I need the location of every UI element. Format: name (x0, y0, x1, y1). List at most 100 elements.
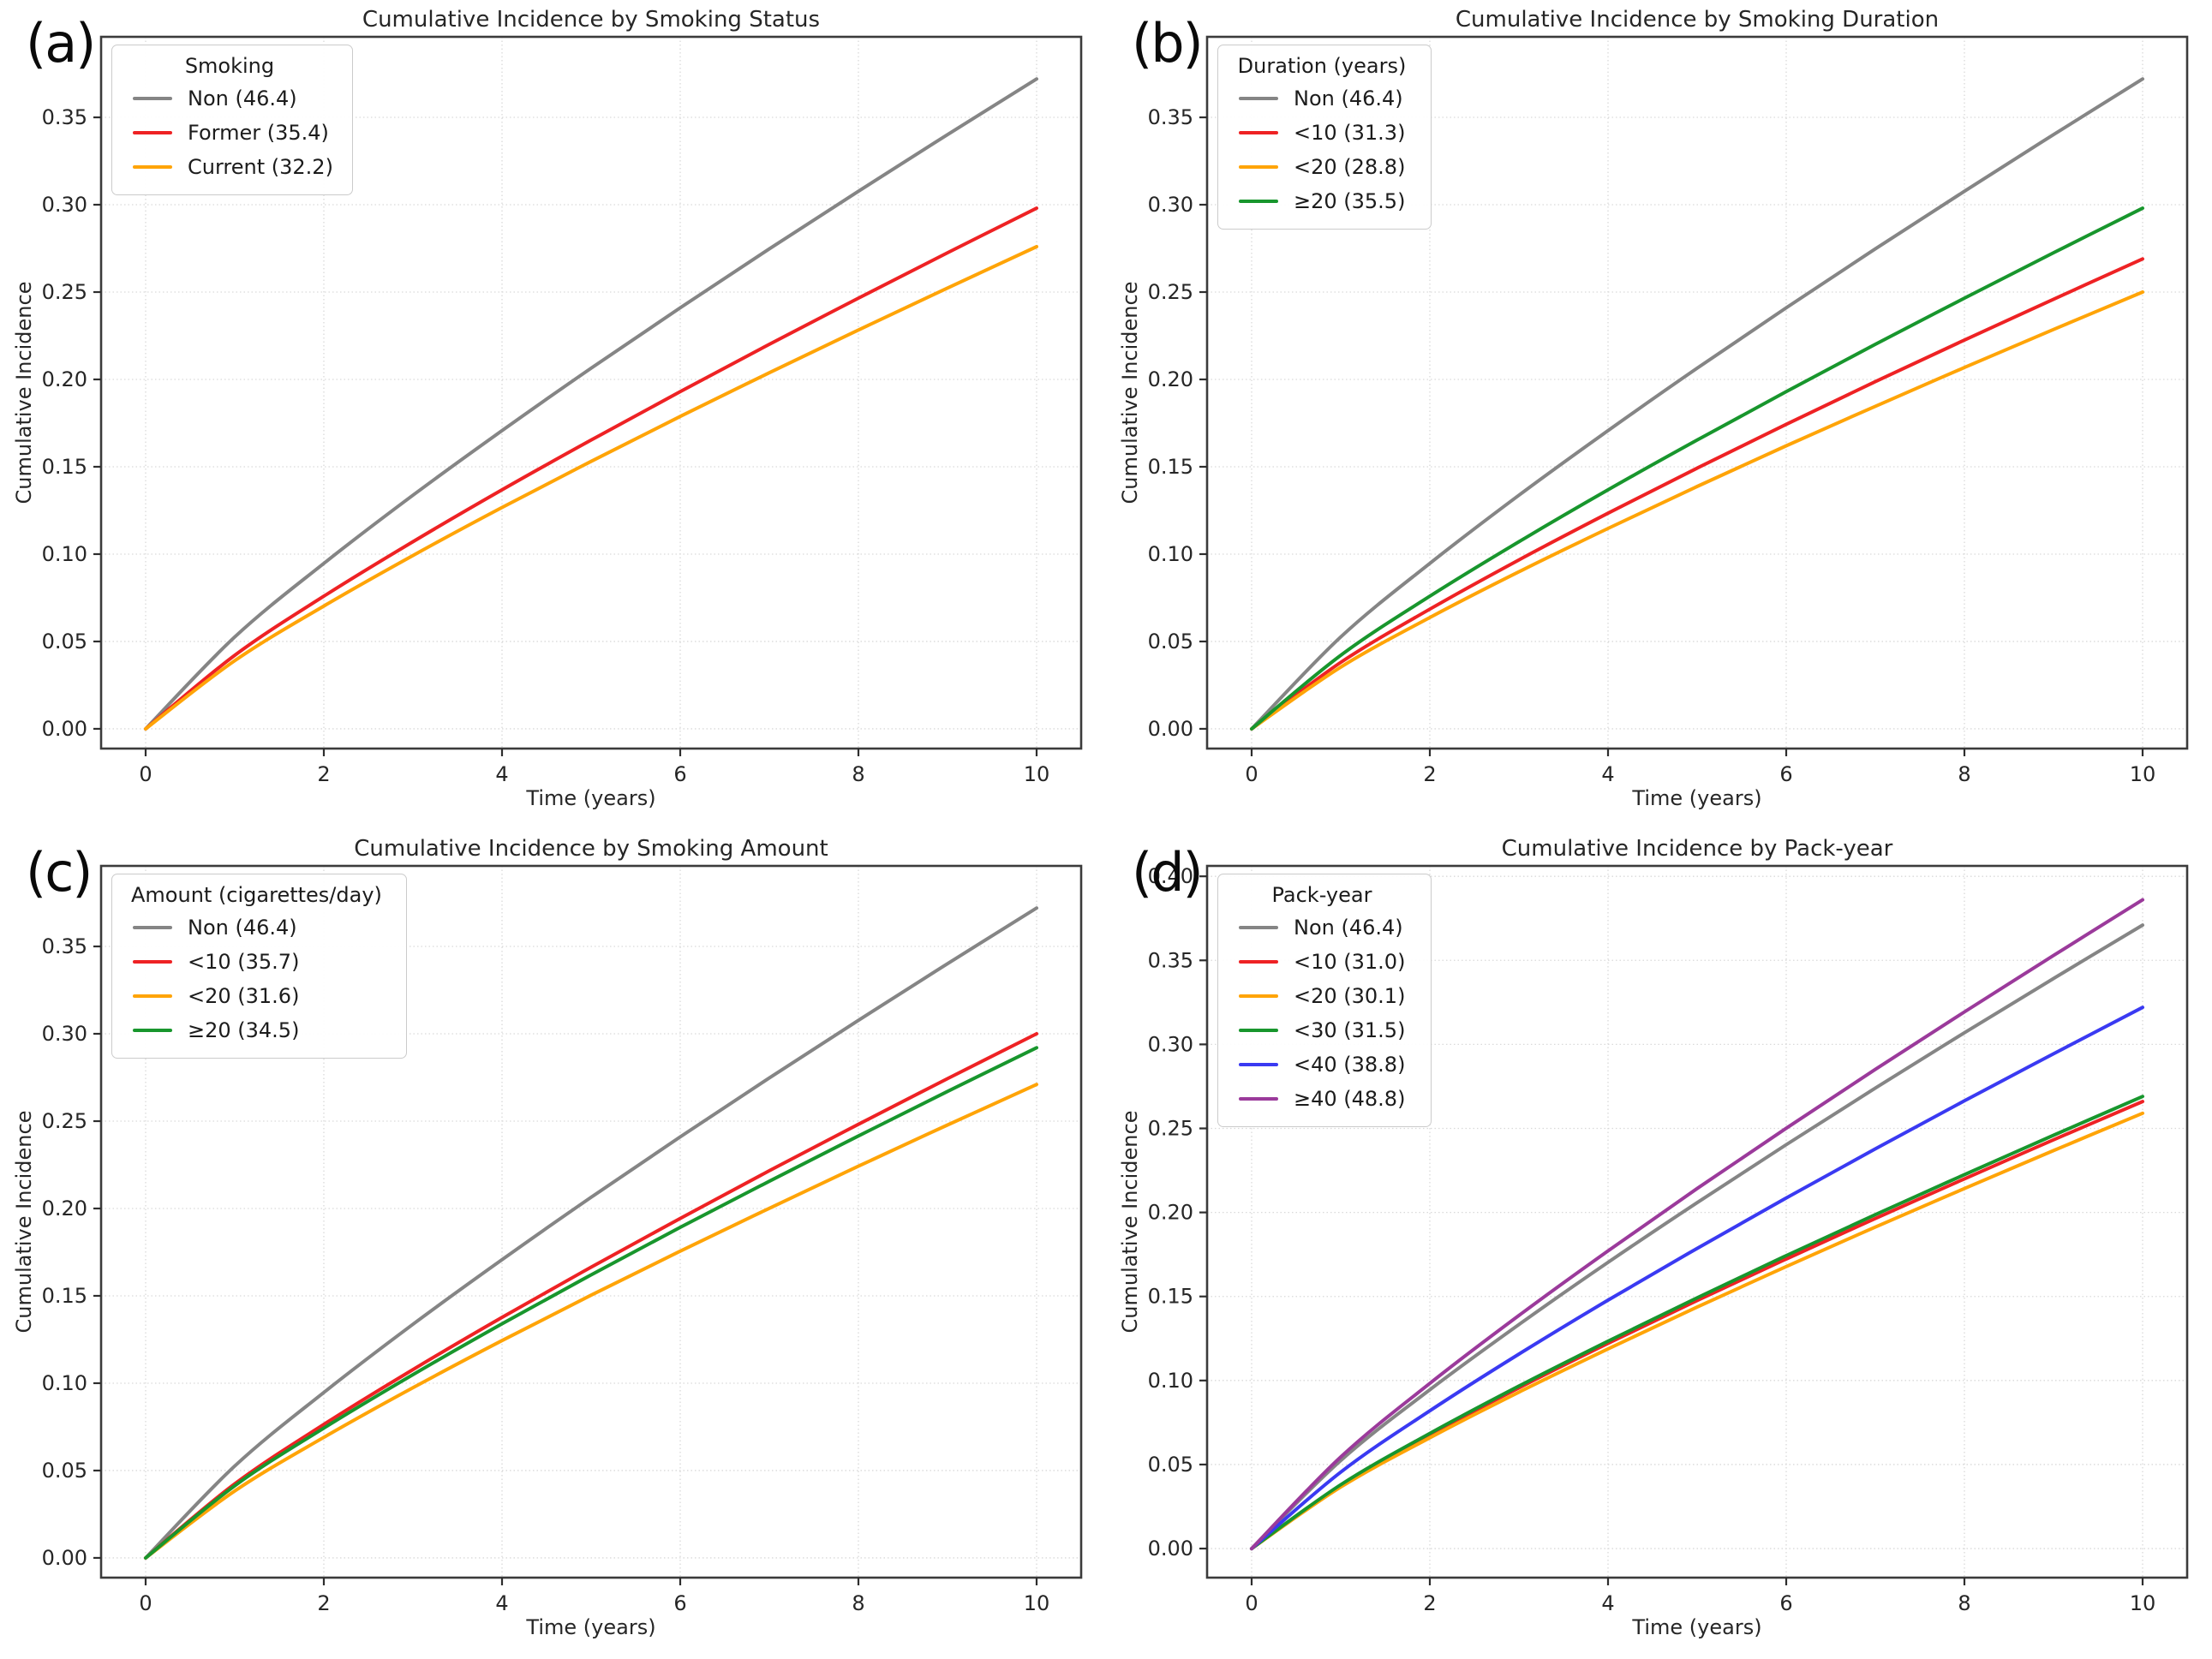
legend-line-swatch (1239, 130, 1278, 135)
y-tick-label: 0.05 (42, 630, 87, 653)
y-tick-label: 0.25 (1148, 1116, 1193, 1140)
panel-letter-b: (b) (1132, 12, 1204, 75)
x-tick-label: 8 (852, 1591, 864, 1615)
legend-line-swatch (1239, 1028, 1278, 1033)
y-tick-label: 0.00 (42, 717, 87, 741)
legend-line-swatch (133, 96, 172, 101)
legend-label: Non (46.4) (188, 87, 297, 110)
axes-spines (99, 35, 1083, 750)
legend-line-swatch (1239, 96, 1278, 101)
legend-title-d: Pack-year (1271, 883, 1372, 907)
panel-c: 0 2 4 6 8 10 0.00 0.05 0.10 0.15 0.20 0.25 0.30 0.35 T… (0, 829, 1106, 1659)
y-tick-label: 0.20 (42, 367, 87, 391)
y-tick-label: 0.10 (1148, 1369, 1193, 1393)
legend-label: <20 (31.6) (188, 984, 300, 1008)
y-tick-label: 0.20 (42, 1197, 87, 1220)
chart-title-d: Cumulative Incidence by Pack-year (1501, 836, 1893, 862)
legend-item: <20 (28.8) (1232, 150, 1412, 184)
legend-item: Former (35.4) (126, 116, 333, 150)
legend-item: Non (46.4) (1232, 910, 1412, 945)
x-tick-label: 8 (852, 762, 864, 786)
legend-label: <10 (31.0) (1294, 950, 1406, 974)
legend-title-c: Amount (cigarettes/day) (131, 883, 382, 907)
x-tick-label: 2 (1423, 1591, 1436, 1615)
panel-letter-a: (a) (26, 12, 96, 75)
y-tick-label: 0.20 (1148, 1201, 1193, 1225)
legend-label: <10 (31.3) (1294, 121, 1406, 145)
legend-label: <40 (38.8) (1294, 1053, 1406, 1077)
legend-items-a: Non (46.4) Former (35.4) Current (32.2) (126, 81, 333, 184)
series-line-non-46-4- (1250, 77, 2144, 731)
chart-title-a: Cumulative Incidence by Smoking Status (362, 7, 821, 33)
legend-line-swatch (1239, 959, 1278, 964)
y-tick-label: 0.25 (42, 280, 87, 304)
y-tick-label: 0.00 (42, 1546, 87, 1570)
panel-letter-c: (c) (26, 841, 93, 904)
series-line--20-35-5- (1250, 206, 2144, 731)
panel-letter-d: (d) (1132, 841, 1204, 904)
y-axis-label: Cumulative Incidence (12, 1111, 36, 1334)
legend-item: <30 (31.5) (1232, 1013, 1412, 1047)
y-tick-label: 0.30 (1148, 193, 1193, 217)
legend-item: <20 (30.1) (1232, 979, 1412, 1013)
series-line-non-46-4- (1250, 923, 2144, 1551)
legend-items-d: Non (46.4) <10 (31.0) <20 (30.1) <30 (31.5)… (1232, 910, 1412, 1116)
x-tick-label: 0 (139, 1591, 152, 1615)
y-tick-label: 0.35 (42, 934, 87, 958)
legend-line-swatch (1239, 199, 1278, 204)
legend-item: Non (46.4) (1232, 81, 1412, 116)
y-tick-label: 0.35 (42, 105, 87, 129)
legend-label: <10 (35.7) (188, 950, 300, 974)
legend-line-swatch (133, 164, 172, 170)
panel-d: 0 2 4 6 8 10 0.00 0.05 0.10 0.15 0.20 0.25 0.30 0.35 0… (1106, 829, 2212, 1659)
panel-b: 0 2 4 6 8 10 0.00 0.05 0.10 0.15 0.20 0.25 0.30 0.35 T… (1106, 0, 2212, 829)
legend-title-a: Smoking (184, 54, 275, 78)
legend-line-swatch (1239, 1096, 1278, 1101)
series-line--40-38-8- (1250, 1006, 2144, 1551)
series-line-former-35-4- (144, 206, 1038, 731)
legend-label: ≥20 (35.5) (1294, 189, 1406, 213)
x-tick-label: 6 (1779, 762, 1792, 786)
y-tick-label: 0.15 (1148, 1285, 1193, 1309)
legend-label: <20 (30.1) (1294, 984, 1406, 1008)
series-line--30-31-5- (1250, 1095, 2144, 1551)
x-tick-label: 10 (1024, 1591, 1050, 1615)
legend-label: Non (46.4) (188, 916, 297, 940)
series-line--10-31-3- (1250, 257, 2144, 731)
x-tick-label: 0 (1245, 762, 1258, 786)
series-line--20-30-1- (1250, 1111, 2144, 1551)
legend-c: Amount (cigarettes/day) Non (46.4) <10 (3… (111, 874, 407, 1059)
legend-item: <20 (31.6) (126, 979, 387, 1013)
legend-line-swatch (1239, 1062, 1278, 1067)
y-tick-label: 0.40 (1148, 864, 1193, 888)
y-axis-label: Cumulative Incidence (1118, 282, 1142, 504)
series-line-current-32-2- (144, 245, 1038, 731)
legend-items-c: Non (46.4) <10 (35.7) <20 (31.6) ≥20 (34.5) (126, 910, 387, 1047)
y-tick-label: 0.30 (42, 193, 87, 217)
y-tick-label: 0.25 (1148, 280, 1193, 304)
plot-area-b: 0 2 4 6 8 10 0.00 0.05 0.10 0.15 0.20 0.25 0.30 0.35 T… (1118, 35, 2189, 810)
legend-label: Current (32.2) (188, 155, 333, 179)
legend-item: ≥40 (48.8) (1232, 1082, 1412, 1116)
legend-b: Duration (years) Non (46.4) <10 (31.3) <20… (1217, 45, 1432, 230)
legend-item: Non (46.4) (126, 910, 387, 945)
series-line--40-48-8- (1250, 898, 2144, 1551)
y-tick-label: 0.05 (42, 1459, 87, 1483)
legend-item: <10 (31.0) (1232, 945, 1412, 979)
legend-line-swatch (1239, 994, 1278, 999)
legend-item: <10 (35.7) (126, 945, 387, 979)
x-tick-label: 2 (1423, 762, 1436, 786)
x-tick-label: 4 (495, 762, 508, 786)
y-tick-label: 0.15 (42, 455, 87, 479)
x-axis-label: Time (years) (1631, 1615, 1761, 1639)
x-tick-label: 2 (317, 762, 330, 786)
y-tick-label: 0.15 (1148, 455, 1193, 479)
legend-label: Non (46.4) (1294, 916, 1403, 940)
y-tick-label: 0.05 (1148, 1453, 1193, 1477)
x-tick-label: 4 (1601, 762, 1614, 786)
chart-title-b: Cumulative Incidence by Smoking Duration (1455, 7, 1940, 33)
x-axis-label: Time (years) (1631, 786, 1761, 810)
legend-item: ≥20 (34.5) (126, 1013, 387, 1047)
axes-spines (1205, 864, 2189, 1579)
